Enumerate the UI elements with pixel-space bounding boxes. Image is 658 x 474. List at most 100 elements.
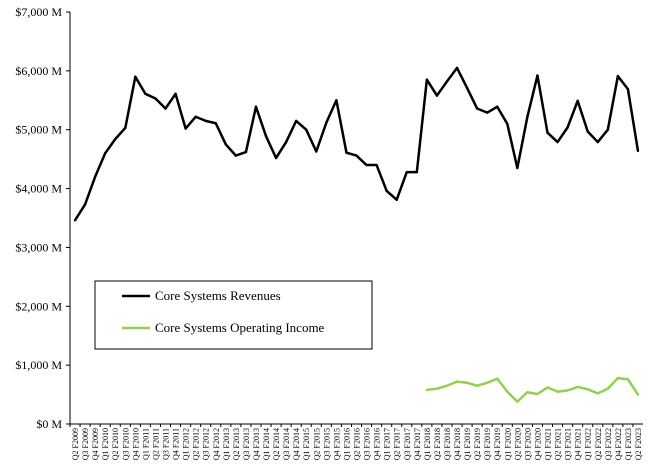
data-point: [606, 128, 610, 131]
data-point: [345, 151, 348, 154]
data-point: [485, 111, 489, 114]
data-point: [73, 219, 77, 222]
data-point: [114, 137, 117, 141]
x-tick-label: Q4 F2009: [91, 428, 100, 460]
y-axis: $0 M $1,000 M $2,000 M $3,000 M $4,000 M $5,0…: [15, 5, 71, 431]
data-point: [606, 387, 610, 390]
x-tick-label: Q1 F2013: [222, 428, 231, 460]
x-tick-label: Q2 F2010: [111, 428, 120, 460]
data-point: [214, 122, 217, 125]
legend: Core Systems Revenues Core Systems Opera…: [94, 280, 373, 350]
data-point: [234, 154, 238, 157]
data-point: [405, 170, 408, 174]
data-point: [506, 390, 509, 393]
data-point: [355, 154, 358, 157]
x-tick-label: Q3 F2014: [282, 428, 291, 460]
data-point: [496, 105, 499, 108]
x-tick-label: Q3 F2011: [162, 428, 171, 460]
data-point: [566, 126, 569, 129]
x-tick-label: Q1 F2020: [503, 428, 512, 460]
data-point: [254, 105, 258, 108]
data-point: [415, 170, 419, 174]
data-point: [485, 381, 489, 384]
series-line-revenues: [73, 66, 640, 222]
data-point: [496, 377, 499, 380]
data-point: [636, 393, 640, 396]
x-tick-label: Q2 F2021: [554, 428, 563, 460]
x-tick-label: Q4 F2021: [574, 428, 583, 460]
data-point: [435, 387, 439, 390]
data-point: [315, 150, 318, 153]
x-tick-label: Q2 F2019: [473, 428, 482, 460]
x-tick-label: Q1 F2010: [101, 428, 110, 460]
data-point: [294, 119, 298, 123]
y-tick-label: $5,000 M: [15, 123, 62, 137]
data-point: [144, 92, 147, 96]
x-tick-label: Q2 F2012: [192, 428, 201, 460]
data-point: [194, 115, 197, 118]
x-tick-label: Q2 F2009: [71, 428, 80, 460]
x-tick-label: Q2 F2020: [513, 428, 522, 460]
x-axis: Q2 F2009 Q3 F2009 Q4 F2009 Q1 F2010 Q2 F2010…: [69, 423, 643, 460]
data-point: [516, 166, 519, 170]
legend-label-revenues: Core Systems Revenues: [155, 288, 281, 303]
x-tick-label: Q1 F2017: [383, 428, 392, 460]
data-point: [475, 384, 479, 387]
x-tick-label: Q1 F2016: [342, 428, 351, 460]
data-point: [274, 156, 278, 160]
x-tick-label: Q3 F2021: [564, 428, 573, 460]
data-point: [335, 99, 338, 102]
x-tick-label: Q3 F2018: [443, 428, 452, 460]
data-point: [455, 66, 459, 70]
data-point: [103, 152, 107, 155]
data-point: [536, 74, 539, 77]
data-point: [284, 140, 288, 144]
data-point: [596, 140, 599, 144]
data-point: [154, 97, 157, 100]
x-tick-label: Q4 F2011: [172, 428, 181, 460]
data-point: [224, 143, 228, 146]
x-tick-label: Q4 F2015: [332, 428, 341, 460]
x-tick-label: Q4 F2016: [373, 428, 382, 460]
series-line-operating-income: [426, 376, 640, 403]
x-tick-label: Q4 F2020: [533, 428, 542, 460]
legend-box: [94, 280, 373, 350]
y-tick-label: $1,000 M: [15, 358, 62, 372]
data-point: [124, 126, 127, 130]
data-point: [546, 386, 549, 389]
x-tick-label: Q2 F2013: [232, 428, 241, 460]
data-point: [184, 127, 187, 130]
data-point: [465, 381, 469, 384]
x-tick-label: Q4 F2010: [131, 428, 140, 460]
data-point: [586, 388, 589, 391]
x-tick-label: Q3 F2013: [242, 428, 251, 460]
data-point: [596, 392, 599, 395]
x-tick-label: Q2 F2023: [634, 428, 643, 460]
x-tick-label: Q3 F2015: [322, 428, 331, 460]
data-point: [566, 389, 569, 392]
x-tick-label: Q3 F2009: [81, 428, 90, 460]
data-point: [305, 128, 308, 131]
x-tick-label: Q4 F2013: [252, 428, 261, 460]
x-tick-label: Q2 F2018: [433, 428, 442, 460]
x-tick-label: Q2 F2015: [312, 428, 321, 460]
data-point: [465, 86, 469, 90]
data-point: [616, 376, 620, 380]
x-tick-label: Q4 F2017: [413, 428, 422, 460]
x-tick-label: Q3 F2017: [403, 428, 412, 460]
data-point: [546, 131, 549, 134]
data-point: [264, 134, 268, 138]
data-point: [636, 149, 640, 153]
data-point: [556, 390, 559, 393]
data-point: [455, 380, 459, 383]
x-tick-label: Q3 F2022: [604, 428, 613, 460]
data-point: [435, 94, 439, 97]
data-point: [425, 388, 429, 392]
x-tick-label: Q1 F2011: [141, 428, 150, 460]
x-tick-label: Q1 F2022: [584, 428, 593, 460]
x-tick-label: Q1 F2018: [423, 428, 432, 460]
data-point: [174, 92, 177, 96]
data-point: [576, 99, 579, 103]
data-point: [83, 203, 87, 206]
x-tick-label: Q2 F2016: [353, 428, 362, 460]
